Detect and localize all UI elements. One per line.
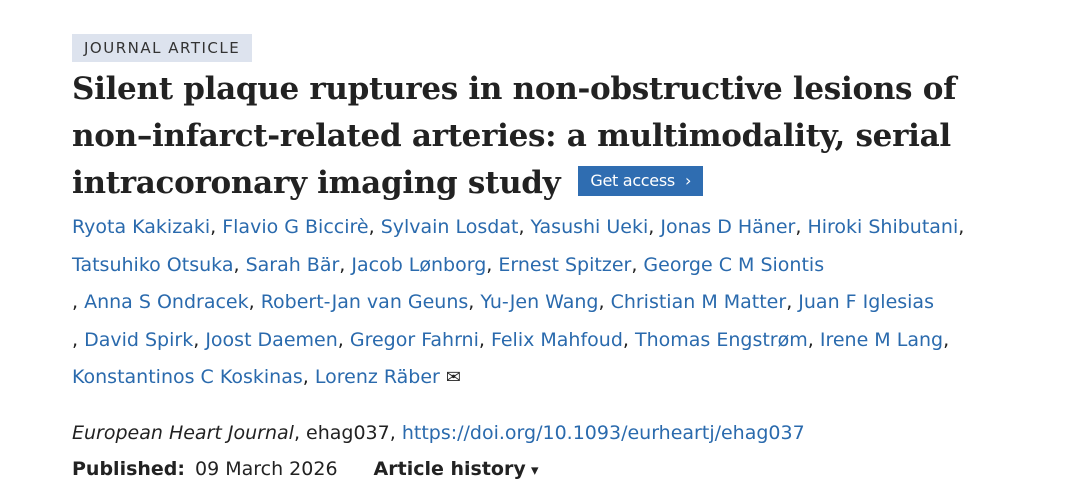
separator: ,	[648, 216, 661, 238]
author-link[interactable]: Robert-Jan van Geuns	[260, 291, 469, 313]
citation: European Heart Journal, ehag037, https:/…	[72, 421, 805, 444]
author-link[interactable]: Thomas Engstrøm	[634, 328, 808, 351]
author-link[interactable]: Gregor Fahrni	[349, 328, 479, 351]
author-link[interactable]: Felix Mahfoud	[490, 328, 623, 351]
separator: ,	[598, 291, 611, 313]
separator: ,	[339, 253, 352, 276]
author-link[interactable]: David Spirk	[84, 328, 194, 351]
get-access-button[interactable]: Get access	[578, 165, 704, 196]
author-link[interactable]: Anna S Ondracek	[84, 291, 249, 313]
separator: ,	[786, 291, 799, 313]
separator: ,	[807, 328, 820, 351]
separator: ,	[486, 253, 499, 276]
title-text: Silent plaque ruptures in non-obstructiv…	[72, 71, 957, 201]
author-link[interactable]: Jonas D Häner	[660, 216, 796, 238]
separator: ,	[518, 216, 531, 238]
author-link[interactable]: George C M Siontis	[643, 253, 825, 276]
separator: ,	[631, 253, 644, 276]
author-link[interactable]: Lorenz Räber	[314, 366, 440, 388]
separator: ,	[478, 328, 491, 351]
separator: ,	[72, 328, 85, 351]
badge: JOURNAL ARTICLE	[72, 34, 253, 62]
published-label: Published:	[72, 457, 185, 480]
author-link[interactable]: Hiroki Shibutani	[807, 216, 959, 238]
article-id: ehag037	[306, 421, 390, 444]
author-link[interactable]: Ryota Kakizaki	[72, 216, 211, 238]
title: Silent plaque ruptures in non-obstructiv…	[72, 66, 1002, 207]
author-link[interactable]: Jacob Lønborg	[351, 253, 487, 276]
separator: ,	[302, 366, 315, 388]
separator: ,	[248, 291, 261, 313]
author-link[interactable]: Flavio G Biccirè	[222, 216, 369, 238]
author-link[interactable]: Irene M Lang	[819, 328, 944, 351]
separator: ,	[72, 291, 85, 313]
author-link[interactable]: Yu-Jen Wang	[480, 291, 599, 313]
author-link[interactable]: Sylvain Losdat	[380, 216, 519, 238]
separator: ,	[193, 328, 206, 351]
author-link[interactable]: Yasushi Ueki	[530, 216, 649, 238]
author-link[interactable]: Sarah Bär	[245, 253, 340, 276]
author-link[interactable]: Tatsuhiko Otsuka	[72, 253, 234, 276]
article-header: JOURNAL ARTICLE Silent plaque ruptures i…	[72, 34, 1032, 488]
separator: ,	[943, 328, 950, 351]
separator: ,	[622, 328, 635, 351]
separator: ,	[337, 328, 350, 351]
journal: European Heart Journal	[72, 421, 294, 444]
article-history[interactable]: Article history	[374, 458, 539, 480]
separator: ,	[958, 216, 965, 238]
author-link[interactable]: Christian M Matter	[610, 291, 787, 313]
author-link[interactable]: Joost Daemen	[205, 328, 338, 351]
separator: ,	[233, 253, 246, 276]
author-link[interactable]: Konstantinos C Koskinas	[72, 366, 303, 388]
separator: ,	[468, 291, 481, 313]
separator: ,	[795, 216, 808, 238]
doi-link[interactable]: https://doi.org/10.1093/eurheartj/ehag03…	[401, 421, 805, 444]
published: Published: 09 March 2026 Article history	[72, 451, 1032, 488]
separator: ,	[368, 216, 381, 238]
published-date: 09 March 2026	[195, 457, 338, 480]
author-link[interactable]: Juan F Iglesias	[798, 291, 934, 313]
separator: ,	[210, 216, 223, 238]
mail-icon[interactable]: ✉	[445, 367, 461, 388]
author-link[interactable]: Ernest Spitzer	[498, 253, 632, 276]
authors: Ryota Kakizaki, Flavio G Biccirè, Sylvai…	[72, 209, 1022, 397]
